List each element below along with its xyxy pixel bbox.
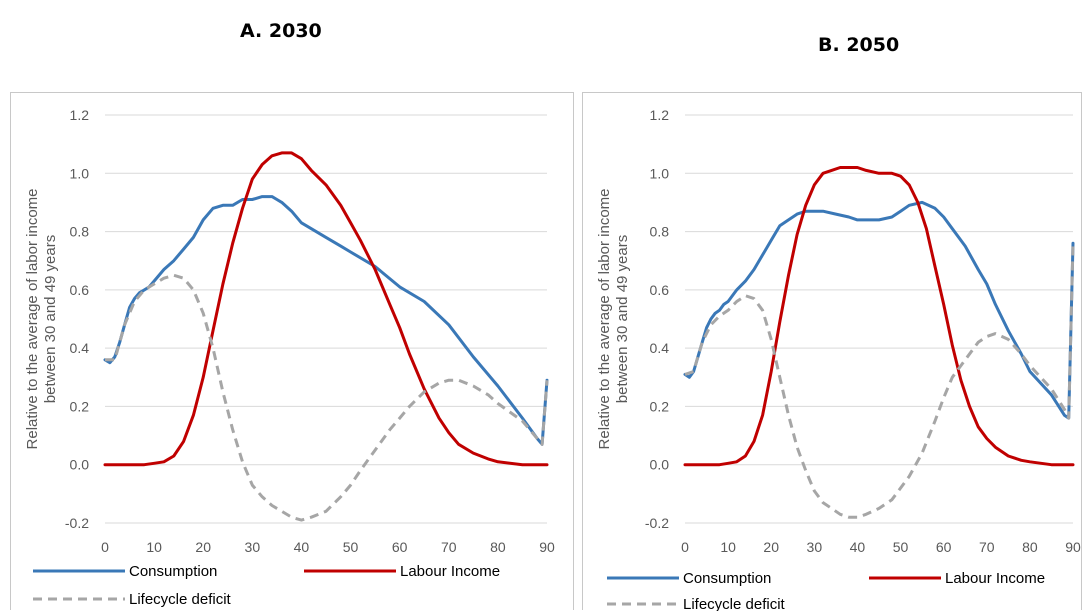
y-tick-label: 0.8	[650, 224, 670, 240]
x-tick-label: 0	[101, 539, 109, 555]
x-tick-label: 90	[1065, 539, 1081, 555]
y-tick-label: 1.2	[70, 107, 90, 123]
panel-title-a: A. 2030	[240, 20, 322, 42]
y-tick-label: 1.0	[70, 165, 90, 181]
y-tick-label: -0.2	[645, 515, 669, 531]
x-tick-label: 10	[146, 539, 162, 555]
y-tick-label: 1.2	[650, 107, 670, 123]
x-tick-label: 0	[681, 539, 689, 555]
legend-label-lifecycle-deficit: Lifecycle deficit	[683, 596, 786, 611]
y-tick-label: 0.8	[70, 224, 90, 240]
series-line-consumption	[103, 195, 549, 446]
y-tick-label: -0.2	[65, 515, 89, 531]
x-tick-label: 60	[392, 539, 408, 555]
series-line-labour-income	[683, 166, 1075, 467]
y-tick-label: 0.0	[650, 457, 670, 473]
series-line-labour-income	[103, 151, 549, 467]
y-tick-label: 0.2	[70, 398, 90, 414]
y-tick-label: 0.2	[650, 398, 670, 414]
y-tick-label: 0.4	[650, 340, 670, 356]
chart-svg-2030: -0.2 0.0 0.2 0.4 0.6 0.8 1.0 1.2 0 10 20 30 40 50 60 70…	[24, 107, 555, 608]
x-tick-label: 60	[936, 539, 952, 555]
y-axis-label: Relative to the average of labor income	[596, 189, 613, 450]
y-tick-label: 0.0	[70, 457, 90, 473]
y-axis-label: between 30 and 49 years	[614, 235, 631, 403]
x-tick-label: 80	[490, 539, 506, 555]
chart-svg-2050: -0.2 0.0 0.2 0.4 0.6 0.8 1.0 1.2 0 10 20 30 40 50 60 70…	[596, 107, 1081, 611]
x-tick-label: 40	[294, 539, 310, 555]
x-tick-label: 30	[245, 539, 261, 555]
panel-title-b: B. 2050	[818, 34, 900, 56]
x-tick-label: 90	[539, 539, 555, 555]
x-tick-label: 50	[343, 539, 359, 555]
chart-panel-2030: -0.2 0.0 0.2 0.4 0.6 0.8 1.0 1.2 0 10 20 30 40 50 60 70…	[10, 92, 574, 610]
x-tick-label: 50	[893, 539, 909, 555]
legend-label-lifecycle-deficit: Lifecycle deficit	[129, 591, 232, 608]
y-tick-label: 0.4	[70, 340, 90, 356]
legend-label-consumption: Consumption	[683, 570, 771, 587]
legend-label-labour-income: Labour Income	[400, 563, 500, 580]
x-tick-label: 70	[441, 539, 457, 555]
legend-label-consumption: Consumption	[129, 563, 217, 580]
y-axis-label: between 30 and 49 years	[42, 235, 59, 403]
legend-label-labour-income: Labour Income	[945, 570, 1045, 587]
x-tick-label: 80	[1022, 539, 1038, 555]
x-tick-label: 10	[720, 539, 736, 555]
y-axis-label: Relative to the average of labor income	[24, 189, 41, 450]
series-line-lifecycle-deficit	[105, 273, 549, 522]
x-tick-label: 20	[195, 539, 211, 555]
y-tick-label: 1.0	[650, 165, 670, 181]
series-line-consumption	[683, 200, 1075, 420]
x-tick-label: 40	[850, 539, 866, 555]
x-tick-label: 70	[979, 539, 995, 555]
y-tick-label: 0.6	[70, 282, 90, 298]
x-tick-label: 20	[763, 539, 779, 555]
chart-panel-2050: -0.2 0.0 0.2 0.4 0.6 0.8 1.0 1.2 0 10 20 30 40 50 60 70…	[582, 92, 1082, 611]
y-tick-label: 0.6	[650, 282, 670, 298]
x-tick-label: 30	[807, 539, 823, 555]
